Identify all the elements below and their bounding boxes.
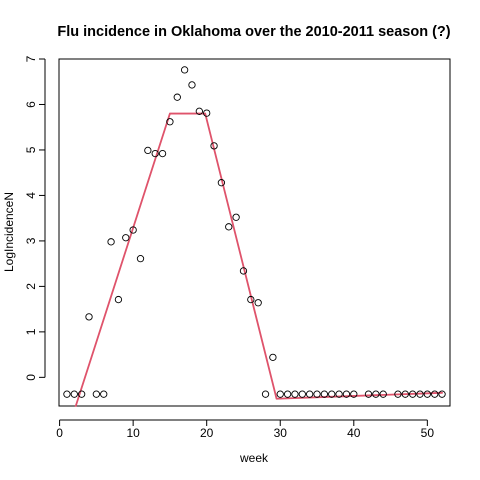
- data-point: [291, 390, 299, 398]
- data-point: [173, 93, 181, 101]
- data-point: [180, 66, 189, 74]
- data-point: [372, 390, 380, 398]
- data-point: [114, 295, 123, 304]
- data-point: [232, 213, 240, 221]
- plot-frame: [58, 58, 451, 407]
- y-tick-label: 1: [24, 328, 38, 335]
- data-point: [136, 254, 145, 263]
- x-tick-label: 10: [126, 426, 140, 440]
- data-point: [408, 390, 417, 398]
- data-point: [394, 390, 402, 398]
- data-point: [401, 390, 409, 398]
- x-tick-label: 0: [56, 426, 63, 440]
- data-point: [438, 390, 446, 398]
- data-point: [70, 390, 78, 398]
- y-tick-label: 4: [24, 192, 38, 199]
- y-tick-label: 3: [24, 237, 38, 244]
- data-point: [431, 390, 439, 398]
- data-point: [210, 142, 218, 150]
- y-tick-label: 2: [24, 283, 38, 290]
- y-tick-label: 6: [24, 101, 38, 108]
- data-point: [416, 390, 424, 398]
- x-tick-label: 20: [200, 426, 214, 440]
- data-point: [342, 390, 351, 398]
- x-tick-label: 30: [274, 426, 288, 440]
- data-point: [85, 313, 93, 321]
- data-point: [320, 390, 329, 398]
- data-point: [298, 390, 306, 398]
- data-point: [328, 390, 336, 398]
- chart-title: Flu incidence in Oklahoma over the 2010-…: [57, 24, 450, 40]
- data-point: [247, 295, 255, 304]
- data-point: [107, 238, 115, 246]
- y-tick-label: 0: [24, 374, 38, 381]
- data-point: [63, 390, 71, 398]
- y-tick-label: 7: [24, 55, 38, 62]
- data-point: [151, 149, 159, 158]
- y-axis: 0 1 2 3 4 5 6 7: [24, 55, 46, 381]
- y-tick-label: 5: [24, 146, 38, 153]
- data-point: [100, 390, 108, 398]
- data-point: [122, 234, 130, 242]
- data-point: [261, 390, 270, 398]
- data-point: [306, 390, 314, 398]
- data-point: [217, 179, 226, 187]
- data-point: [166, 118, 174, 126]
- data-point: [203, 109, 211, 117]
- fit-line-layer: [74, 112, 443, 407]
- data-point: [269, 353, 277, 361]
- x-axis-label: week: [239, 451, 269, 465]
- data-point: [144, 146, 152, 155]
- data-point: [335, 390, 343, 398]
- x-axis: 0 10 20 30 40 50: [56, 419, 435, 440]
- data-points-layer: [63, 66, 446, 398]
- y-axis-label: LogIncidenceN: [2, 192, 16, 272]
- data-point: [188, 81, 196, 89]
- data-point: [423, 390, 431, 398]
- data-point: [92, 390, 101, 398]
- data-point: [158, 149, 167, 158]
- fit-line: [74, 112, 443, 407]
- data-point: [313, 390, 321, 398]
- data-point: [129, 226, 137, 234]
- x-tick-label: 40: [347, 426, 361, 440]
- data-point: [225, 223, 233, 231]
- data-point: [195, 107, 203, 115]
- x-tick-label: 50: [421, 426, 435, 440]
- data-point: [78, 390, 86, 398]
- data-point: [283, 390, 292, 398]
- data-point: [350, 390, 358, 398]
- data-point: [379, 390, 387, 398]
- data-point: [364, 390, 373, 398]
- data-point: [239, 267, 248, 275]
- data-point: [276, 390, 284, 398]
- data-point: [254, 299, 262, 307]
